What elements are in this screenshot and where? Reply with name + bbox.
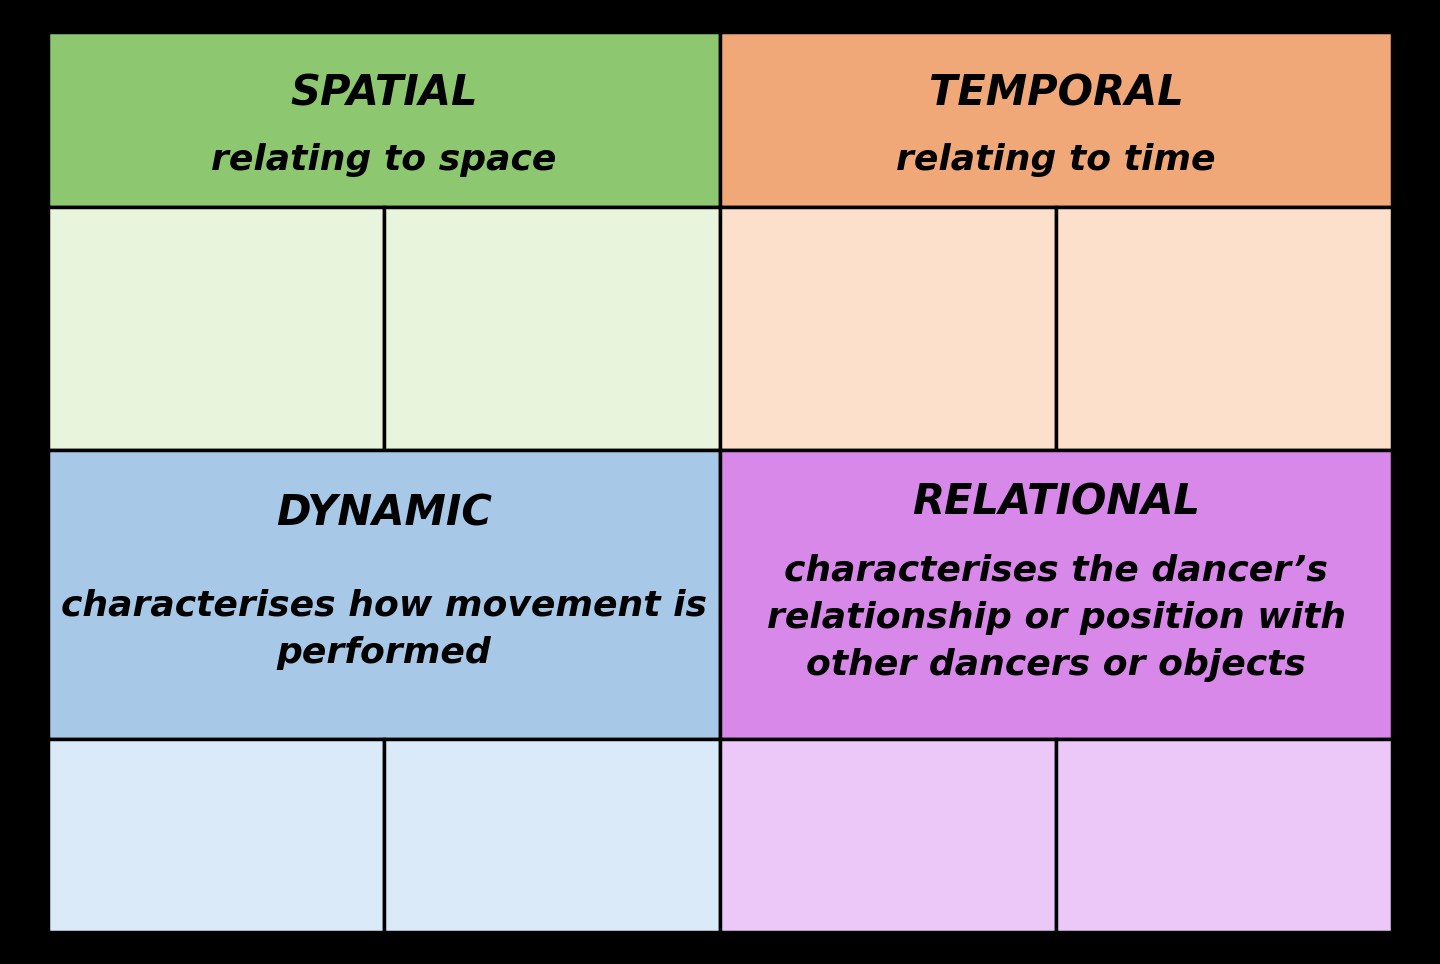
FancyBboxPatch shape bbox=[720, 207, 1057, 450]
FancyBboxPatch shape bbox=[720, 32, 1392, 207]
FancyBboxPatch shape bbox=[48, 207, 383, 450]
FancyBboxPatch shape bbox=[720, 450, 1392, 738]
FancyBboxPatch shape bbox=[48, 32, 720, 207]
Text: relating to time: relating to time bbox=[897, 143, 1215, 177]
FancyBboxPatch shape bbox=[383, 738, 720, 932]
FancyBboxPatch shape bbox=[383, 207, 720, 450]
Text: SPATIAL: SPATIAL bbox=[289, 72, 478, 115]
Text: characterises the dancer’s
relationship or position with
other dancers or object: characterises the dancer’s relationship … bbox=[766, 553, 1346, 683]
FancyBboxPatch shape bbox=[1057, 207, 1392, 450]
Text: RELATIONAL: RELATIONAL bbox=[913, 481, 1201, 523]
Text: DYNAMIC: DYNAMIC bbox=[276, 493, 491, 535]
FancyBboxPatch shape bbox=[48, 738, 383, 932]
Text: TEMPORAL: TEMPORAL bbox=[929, 72, 1184, 115]
FancyBboxPatch shape bbox=[1057, 738, 1392, 932]
Text: characterises how movement is
performed: characterises how movement is performed bbox=[60, 588, 707, 670]
FancyBboxPatch shape bbox=[48, 450, 720, 738]
FancyBboxPatch shape bbox=[720, 738, 1057, 932]
Text: relating to space: relating to space bbox=[212, 143, 556, 177]
